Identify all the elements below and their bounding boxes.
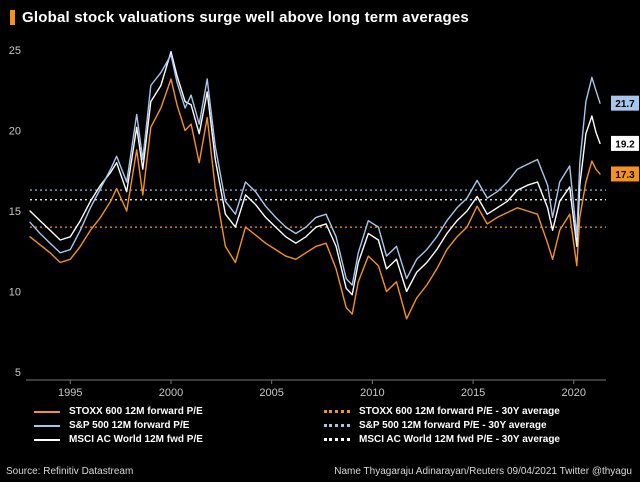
legend-label: S&P 500 12M forward P/E - 30Y average (359, 420, 547, 431)
series-line-sp500 (29, 54, 601, 286)
legend-item-stoxx: STOXX 600 12M forward P/E (34, 406, 203, 417)
y-tick-label: 20 (9, 126, 21, 138)
sp500-average-swatch (324, 424, 351, 427)
y-tick-label: 10 (9, 286, 21, 298)
legend-label: MSCI AC World 12M fwd P/E (69, 434, 203, 445)
legend-label: S&P 500 12M forward P/E (69, 420, 190, 431)
x-tick-label: 2005 (259, 387, 283, 399)
x-tick-label: 2000 (159, 387, 183, 399)
legend-item-msci-average: MSCI AC World 12M fwd P/E - 30Y average (324, 434, 560, 445)
series-line-msci-ac-world (29, 51, 601, 296)
legend-item-sp500-average: S&P 500 12M forward P/E - 30Y average (324, 420, 560, 431)
legend-label: STOXX 600 12M forward P/E (69, 406, 203, 417)
end-value-badge-msci-ac-world (611, 135, 639, 151)
x-tick-label: 1995 (58, 387, 82, 399)
msci-average-swatch (324, 438, 351, 441)
title-accent-bar (10, 10, 15, 25)
valuation-line-chart: 5 10 15 20 25 1995 2000 2005 2010 2015 2020 17.3 21.… (9, 45, 639, 399)
author-credit: Name Thyagaraju Adinarayan/Reuters 09/04… (334, 466, 632, 477)
legend-item-stoxx-average: STOXX 600 12M forward P/E - 30Y average (324, 406, 560, 417)
x-tick-label: 2020 (562, 387, 586, 399)
x-tick-label: 2010 (360, 387, 384, 399)
title-row: Global stock valuations surge well above… (0, 0, 640, 26)
end-value-badge-stoxx600 (611, 166, 639, 182)
legend-label: STOXX 600 12M forward P/E - 30Y average (359, 406, 560, 417)
source-credit: Source: Refinitiv Datastream (6, 466, 134, 477)
msci-line-swatch (34, 438, 60, 441)
y-tick-label: 5 (15, 367, 21, 379)
legend-label: MSCI AC World 12M fwd P/E - 30Y average (359, 434, 560, 445)
footer: Source: Refinitiv Datastream Name Thyaga… (0, 466, 640, 482)
y-tick-label: 25 (9, 45, 21, 57)
legend-dotted-column: STOXX 600 12M forward P/E - 30Y average … (324, 406, 560, 445)
legend-item-msci: MSCI AC World 12M fwd P/E (34, 434, 203, 445)
series-line-stoxx600 (29, 78, 601, 320)
legend-solid-column: STOXX 600 12M forward P/E S&P 500 12M fo… (34, 406, 203, 445)
legend: STOXX 600 12M forward P/E S&P 500 12M fo… (0, 404, 640, 445)
end-value-label-sp500: 21.7 (615, 99, 635, 110)
end-value-label-msci-ac-world: 19.2 (615, 139, 635, 150)
legend-item-sp500: S&P 500 12M forward P/E (34, 420, 203, 431)
sp500-line-swatch (34, 424, 60, 427)
stoxx-line-swatch (34, 410, 60, 413)
end-value-badge-sp500 (611, 95, 639, 111)
page-title: Global stock valuations surge well above… (22, 9, 469, 26)
x-tick-label: 2015 (461, 387, 485, 399)
y-tick-label: 15 (9, 206, 21, 218)
stoxx-average-swatch (324, 410, 351, 413)
end-value-label-stoxx600: 17.3 (615, 170, 635, 181)
